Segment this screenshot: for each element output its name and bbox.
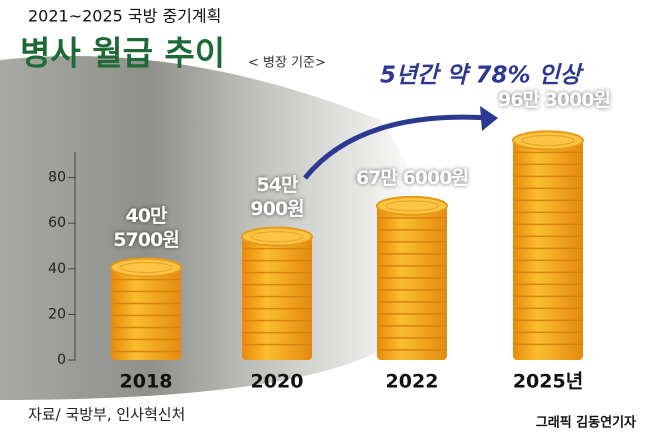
arrow [303,114,491,180]
coin-face [250,231,304,243]
x-tick-label: 2018 [120,371,173,393]
coin-face [119,262,173,274]
y-tick-label: 40 [48,261,66,277]
note: < 병장 기준> [248,56,326,71]
value-label: 67만 6000원 [356,166,469,189]
background-photo [0,56,425,400]
coin-top [376,195,448,216]
credit: 그래픽 김동연기자 [536,415,636,431]
chart-title: 병사 월급 추이 [20,34,225,73]
annotation: 5년간 약 78% 인상 [380,63,585,89]
coin-top [110,257,182,278]
value-label: 96만 3000원 [498,89,611,112]
coin-top [512,130,584,151]
x-tick-label: 2025년 [513,371,583,393]
bar [111,267,181,360]
y-tick-label: 20 [48,306,66,322]
x-tick-label: 2022 [386,371,439,393]
bar [377,205,447,360]
bar [513,140,583,360]
coin-top [241,226,313,247]
y-tick-label: 0 [57,352,66,368]
subtitle: 2021~2025 국방 중기계획 [28,7,221,26]
subtitle-box [18,3,218,29]
bar [242,236,312,360]
value-label: 40만 5700원 [113,204,179,251]
y-tick-label: 80 [48,170,66,186]
coin-face [385,200,439,212]
coin-face [521,134,575,146]
arrow-head [480,106,498,131]
source: 자료/ 국방부, 인사혁신처 [28,406,185,424]
y-tick-label: 60 [48,215,66,231]
x-tick-label: 2020 [251,371,304,393]
value-label: 54만 900원 [250,173,304,220]
